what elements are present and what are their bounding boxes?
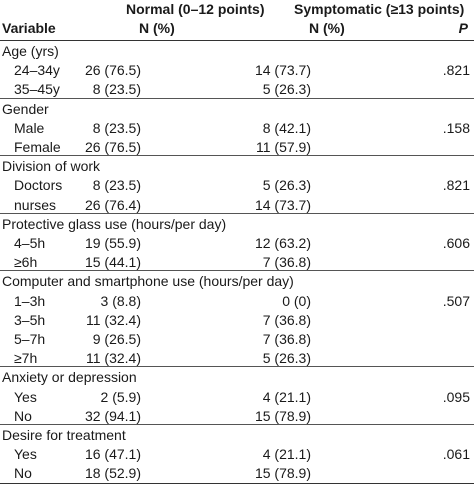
table-row: 4–5h 19 (55.9) 12 (63.2) .606 <box>0 231 474 255</box>
row-label: ≥6h <box>14 254 38 271</box>
cell-symptomatic: 5 (26.3) <box>262 350 311 367</box>
cell-p-value: .821 <box>442 62 470 79</box>
cell-normal: 26 (76.4) <box>84 196 141 213</box>
cell-normal: 11 (32.4) <box>86 350 141 367</box>
row-label: Male <box>14 119 45 136</box>
row-label: Female <box>14 139 61 155</box>
row-label: Desire for treatment <box>2 427 126 443</box>
row-label: Protective glass use (hours/per day) <box>2 215 227 232</box>
cell-normal: 18 (52.9) <box>84 465 141 482</box>
cell-normal: 15 (44.1) <box>84 254 141 271</box>
header-group-normal: Normal (0–12 points) <box>126 1 265 17</box>
cell-normal: 16 (47.1) <box>84 446 141 463</box>
cell-symptomatic: 0 (0) <box>282 292 311 309</box>
table-header: Normal (0–12 points) Symptomatic (≥13 po… <box>0 0 474 40</box>
table-row: Male 8 (23.5) 8 (42.1) .158 <box>0 116 474 140</box>
cell-p-value: .061 <box>442 446 470 463</box>
category-row: Age (yrs) <box>0 39 474 63</box>
row-label: Gender <box>2 100 49 117</box>
cell-normal: 32 (94.1) <box>84 407 141 424</box>
cell-symptomatic: 5 (26.3) <box>262 177 311 194</box>
row-label: 5–7h <box>14 331 46 347</box>
row-label: 4–5h <box>14 235 46 251</box>
cell-symptomatic: 7 (36.8) <box>262 311 311 328</box>
cell-normal: 26 (76.5) <box>84 62 141 79</box>
table-row: 5–7h 9 (26.5) 7 (36.8) <box>0 327 474 351</box>
table-row: Yes 16 (47.1) 4 (21.1) .061 <box>0 442 474 466</box>
row-label: No <box>14 465 32 482</box>
header-p-value: P <box>458 20 468 36</box>
cell-normal: 11 (32.4) <box>86 311 141 328</box>
cell-symptomatic: 15 (78.9) <box>254 465 311 482</box>
table-row: Yes 2 (5.9) 4 (21.1) .095 <box>0 385 474 409</box>
row-label: 3–5h <box>14 311 46 328</box>
category-row: Gender <box>0 97 474 121</box>
cell-symptomatic: 15 (78.9) <box>254 407 311 424</box>
section-rule <box>0 155 474 157</box>
row-label: Age (yrs) <box>2 43 59 59</box>
row-label: nurses <box>14 196 57 213</box>
header-variable: Variable <box>2 20 56 36</box>
row-label: 1–3h <box>14 292 46 309</box>
row-label: ≥7h <box>14 350 38 367</box>
category-row: Computer and smartphone use (hours/per d… <box>0 269 474 293</box>
cell-p-value: .158 <box>442 119 470 136</box>
cell-p-value: .095 <box>442 388 470 405</box>
cell-normal: 9 (26.5) <box>92 331 141 347</box>
cell-symptomatic: 5 (26.3) <box>262 81 311 98</box>
section-rule <box>0 212 474 214</box>
table-row: ≥7h 11 (32.4) 5 (26.3) <box>0 346 474 370</box>
cell-normal: 3 (8.8) <box>100 292 141 309</box>
cell-normal: 26 (76.5) <box>84 139 141 155</box>
cell-symptomatic: 7 (36.8) <box>262 331 311 347</box>
category-row: Protective glass use (hours/per day) <box>0 212 474 236</box>
table-row: Female 26 (76.5) 11 (57.9) <box>0 135 474 159</box>
cell-symptomatic: 14 (73.7) <box>254 196 311 213</box>
section-rule <box>0 270 474 272</box>
cell-normal: 8 (23.5) <box>92 81 141 98</box>
cell-p-value: .821 <box>442 177 470 194</box>
table-row: 24–34y 26 (76.5) 14 (73.7) .821 <box>0 58 474 82</box>
table-row: 3–5h 11 (32.4) 7 (36.8) <box>0 308 474 332</box>
row-label: Doctors <box>14 177 63 194</box>
cell-normal: 2 (5.9) <box>100 388 141 405</box>
table-row: 35–45y 8 (23.5) 5 (26.3) <box>0 77 474 101</box>
header-n-normal: N (%) <box>139 20 175 36</box>
cell-normal: 8 (23.5) <box>92 119 141 136</box>
cell-symptomatic: 7 (36.8) <box>262 254 311 271</box>
row-label: No <box>14 407 32 424</box>
section-rule <box>0 97 474 99</box>
cell-symptomatic: 12 (63.2) <box>254 235 311 251</box>
cell-symptomatic: 4 (21.1) <box>262 388 311 405</box>
table-row: No 32 (94.1) 15 (78.9) <box>0 404 474 428</box>
cell-symptomatic: 11 (57.9) <box>256 139 311 155</box>
table-row: Doctors 8 (23.5) 5 (26.3) .821 <box>0 173 474 197</box>
row-label: Anxiety or depression <box>2 369 137 386</box>
row-label: Yes <box>14 388 37 405</box>
row-label: 24–34y <box>14 62 60 79</box>
category-row: Desire for treatment <box>0 423 474 447</box>
cell-symptomatic: 8 (42.1) <box>262 119 311 136</box>
cell-symptomatic: 4 (21.1) <box>262 446 311 463</box>
cell-symptomatic: 14 (73.7) <box>254 62 311 79</box>
cell-normal: 19 (55.9) <box>84 235 141 251</box>
row-label: Division of work <box>2 158 101 175</box>
table-row: nurses 26 (76.4) 14 (73.7) <box>0 193 474 217</box>
row-label: 35–45y <box>14 81 60 98</box>
table-row: ≥6h 15 (44.1) 7 (36.8) <box>0 250 474 274</box>
header-n-symptomatic: N (%) <box>309 20 345 36</box>
section-rule <box>0 424 474 425</box>
category-row: Anxiety or depression <box>0 365 474 389</box>
row-label: Computer and smartphone use (hours/per d… <box>2 273 294 290</box>
section-rule <box>0 366 474 368</box>
cell-p-value: .606 <box>442 235 470 251</box>
row-label: Yes <box>14 446 37 463</box>
table-row: No 18 (52.9) 15 (78.9) <box>0 461 474 485</box>
header-group-symptomatic: Symptomatic (≥13 points) <box>294 1 465 17</box>
table-row: 1–3h 3 (8.8) 0 (0) .507 <box>0 289 474 313</box>
cell-normal: 8 (23.5) <box>92 177 141 194</box>
header-rule <box>0 40 474 41</box>
cell-p-value: .507 <box>442 292 470 309</box>
category-row: Division of work <box>0 154 474 178</box>
